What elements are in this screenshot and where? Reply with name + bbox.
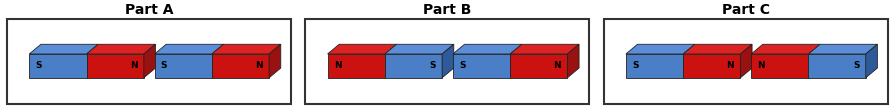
Text: S: S <box>161 61 167 70</box>
Text: N: N <box>255 61 263 70</box>
Polygon shape <box>30 54 87 78</box>
FancyBboxPatch shape <box>603 19 887 104</box>
Polygon shape <box>682 54 739 78</box>
Polygon shape <box>212 44 281 54</box>
Polygon shape <box>442 44 453 78</box>
Text: Part A: Part A <box>125 3 173 17</box>
Text: S: S <box>631 61 638 70</box>
Text: S: S <box>429 61 435 70</box>
Polygon shape <box>155 44 224 54</box>
Polygon shape <box>739 44 751 78</box>
Polygon shape <box>807 54 864 78</box>
Polygon shape <box>269 44 281 78</box>
FancyBboxPatch shape <box>305 19 589 104</box>
Polygon shape <box>452 44 521 54</box>
Text: Part C: Part C <box>721 3 769 17</box>
Polygon shape <box>384 44 453 54</box>
Text: N: N <box>726 61 733 70</box>
Polygon shape <box>625 44 694 54</box>
Text: S: S <box>852 61 858 70</box>
Polygon shape <box>452 54 510 78</box>
Text: N: N <box>756 61 764 70</box>
Text: N: N <box>130 61 138 70</box>
Text: S: S <box>36 61 42 70</box>
Polygon shape <box>384 54 442 78</box>
Polygon shape <box>750 44 819 54</box>
Polygon shape <box>155 54 212 78</box>
Polygon shape <box>682 44 751 54</box>
Polygon shape <box>864 44 876 78</box>
Polygon shape <box>807 44 876 54</box>
Polygon shape <box>327 54 384 78</box>
Polygon shape <box>87 54 144 78</box>
Polygon shape <box>625 54 682 78</box>
Polygon shape <box>212 54 269 78</box>
Polygon shape <box>30 44 98 54</box>
Polygon shape <box>327 44 396 54</box>
Text: N: N <box>333 61 342 70</box>
Text: Part B: Part B <box>423 3 471 17</box>
Polygon shape <box>144 44 156 78</box>
Polygon shape <box>87 44 156 54</box>
Text: N: N <box>552 61 561 70</box>
Polygon shape <box>510 44 578 54</box>
Text: S: S <box>459 61 465 70</box>
FancyBboxPatch shape <box>7 19 291 104</box>
Polygon shape <box>750 54 807 78</box>
Polygon shape <box>567 44 578 78</box>
Polygon shape <box>510 54 567 78</box>
